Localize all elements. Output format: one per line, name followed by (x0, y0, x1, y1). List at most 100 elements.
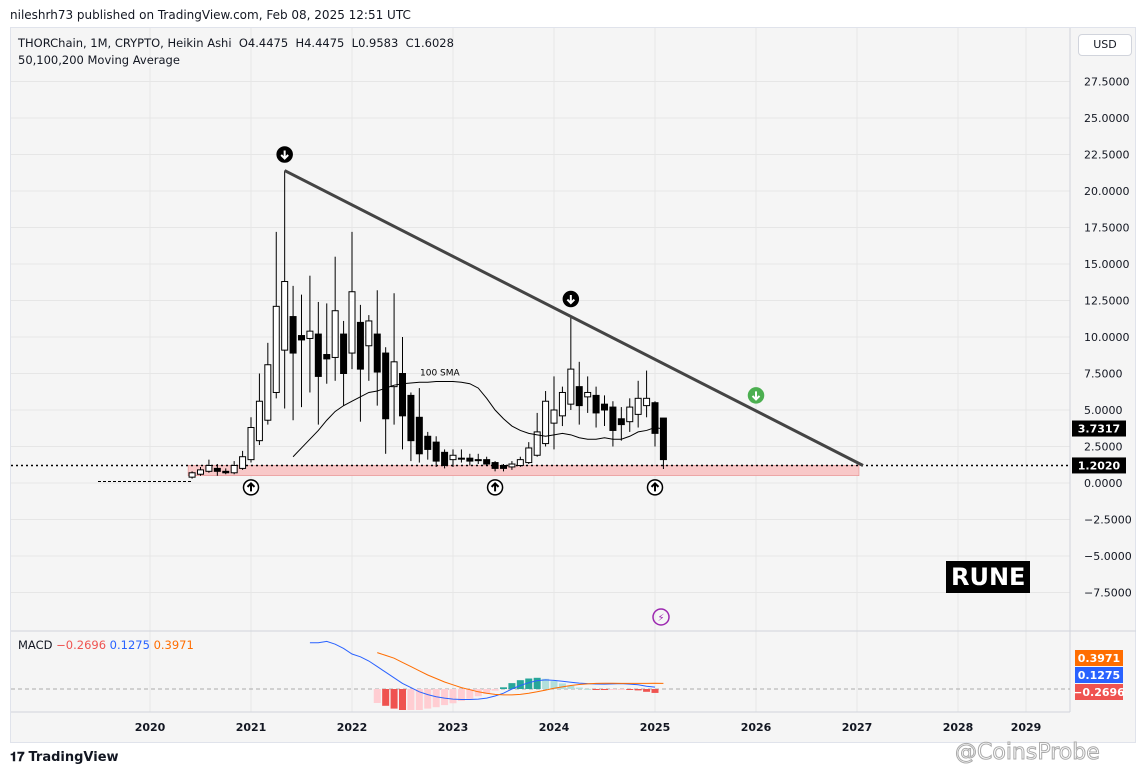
candle-body (617, 418, 625, 426)
year-tick: 2020 (135, 721, 166, 734)
candle-body (197, 469, 204, 475)
candle-body (373, 333, 381, 373)
candle-body (348, 291, 356, 354)
macd-histogram-bar (449, 689, 457, 704)
candle-body (222, 470, 230, 474)
price-tick: 20.0000 (1084, 185, 1130, 198)
price-tick: −5.0000 (1084, 550, 1132, 563)
macd-line (309, 640, 656, 700)
candle-body (365, 320, 373, 347)
candle-body (356, 321, 364, 370)
arrow-up-icon (246, 481, 256, 492)
ohlc-close: C1.6028 (405, 36, 454, 50)
price-tick: 5.0000 (1084, 404, 1123, 417)
candle-body (314, 333, 322, 377)
chart-legend: THORChain, 1M, CRYPTO, Heikin Ashi O4.44… (18, 35, 454, 69)
year-tick: 2022 (337, 721, 368, 734)
candle-body (255, 400, 263, 442)
macd-histogram-bar (457, 689, 465, 701)
candle-body (399, 373, 406, 417)
candle-body (213, 467, 221, 472)
signal-line (377, 652, 664, 696)
price-tick: 15.0000 (1084, 258, 1130, 271)
macd-histogram-bar (373, 689, 381, 703)
publish-info: nileshrh73 published on TradingView.com,… (10, 8, 411, 22)
lightning-icon (652, 608, 670, 626)
candle-body (659, 417, 667, 461)
tradingview-logo[interactable]: 𝟏𝟕 TradingView (10, 750, 119, 765)
price-tick: 27.5000 (1084, 76, 1130, 89)
candle-body (575, 386, 583, 407)
macd-histogram-bar (643, 689, 651, 692)
macd-histogram-bar (483, 689, 491, 694)
sma100-line (292, 381, 664, 458)
year-tick: 2029 (1011, 721, 1042, 734)
candle-body (651, 402, 659, 434)
trendline (283, 169, 864, 467)
lightning-icon: ⚡ (657, 613, 664, 624)
macd-signal-value: 0.3971 (153, 638, 194, 652)
macd-label: MACD (18, 638, 53, 652)
candle-body (247, 427, 255, 461)
price-tick: 12.5000 (1084, 295, 1130, 308)
candle-body (407, 394, 415, 442)
macd-histogram-bar (500, 687, 507, 689)
candle-body (264, 364, 272, 421)
candle-body (626, 406, 634, 423)
ohlc-low: L0.9583 (351, 36, 399, 50)
rune-label: RUNE (946, 561, 1031, 593)
brand-name: TradingView (28, 750, 119, 765)
price-tick: 2.5000 (1084, 441, 1123, 454)
macd-histogram-bar (525, 678, 533, 689)
price-tick: 25.0000 (1084, 112, 1130, 125)
arrow-up-icon (490, 481, 500, 492)
candle-body (331, 310, 339, 358)
ohlc-high: H4.4475 (295, 36, 345, 50)
macd-hist-label: −0.2696 (1073, 686, 1125, 699)
tv-logo-icon: 𝟏𝟕 (10, 750, 25, 765)
candle-body (466, 457, 474, 462)
candle-body (601, 403, 608, 411)
macd-histogram-bar (567, 685, 575, 689)
candle-body (491, 462, 499, 469)
price-tick: 10.0000 (1084, 331, 1130, 344)
macd-histogram-bar (592, 689, 600, 690)
last-price-label (1072, 420, 1126, 437)
indicator-label[interactable]: 50,100,200 Moving Average (18, 53, 180, 67)
candle-body (457, 457, 465, 460)
candle-body (289, 316, 297, 354)
macd-signal-label: 0.3971 (1078, 652, 1120, 665)
year-tick: 2027 (842, 721, 873, 734)
macd-histogram-bar (617, 689, 625, 690)
arrow-down-green-icon (751, 391, 761, 401)
candle-body (474, 459, 482, 462)
candle-body (188, 472, 196, 478)
macd-histogram-bar (432, 689, 440, 708)
price-tick: −7.5000 (1084, 587, 1132, 600)
watermark: @CoinsProbe (955, 740, 1101, 766)
candle-body (542, 400, 550, 445)
macd-histogram-bar (491, 689, 499, 691)
price-tick: 17.5000 (1084, 222, 1130, 235)
macd-histogram-bar (584, 688, 592, 690)
currency-button[interactable]: USD (1078, 34, 1132, 56)
candle-body (500, 464, 507, 469)
year-tick: 2021 (236, 721, 267, 734)
candle-body (323, 354, 331, 360)
candle-body (239, 456, 247, 469)
candle-body (281, 281, 289, 351)
macd-histogram-bar (508, 683, 516, 689)
candle-body (441, 451, 449, 466)
price-tick: 7.5000 (1084, 368, 1123, 381)
macd-histogram-bar (651, 689, 659, 693)
macd-histogram-bar (533, 677, 541, 689)
candle-body (533, 431, 541, 456)
arrow-down-icon (566, 295, 576, 305)
candle-body (340, 333, 348, 374)
macd-histogram-bar (634, 689, 642, 691)
macd-legend[interactable]: MACD −0.2696 0.1275 0.3971 (18, 638, 194, 652)
candle-body (424, 435, 432, 450)
support-price-label: 1.2020 (1078, 459, 1121, 472)
price-tick: 22.5000 (1084, 149, 1130, 162)
